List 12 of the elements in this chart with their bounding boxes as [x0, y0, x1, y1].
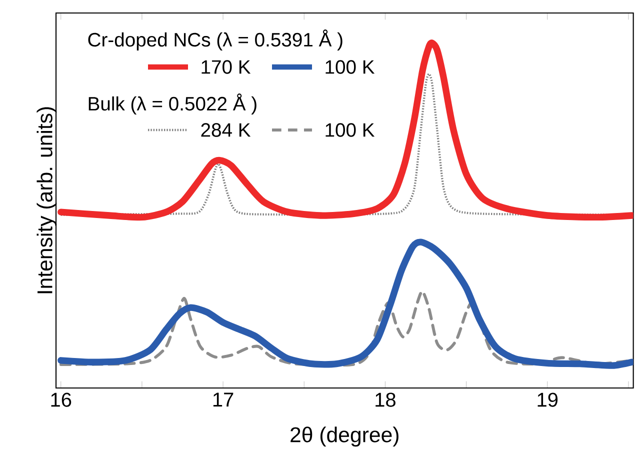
- annotation: Cr-doped NCs (λ = 0.5391 Å ): [88, 30, 342, 50]
- x-tick-label: 16: [51, 392, 72, 407]
- y-axis-title: Intensity (arb. units): [36, 107, 57, 294]
- annotation: Bulk (λ = 0.5022 Å ): [88, 94, 256, 114]
- legend-label: 170 K: [202, 60, 251, 74]
- legend-label: 284 K: [201, 123, 251, 137]
- legend-label: 100 K: [326, 123, 375, 137]
- x-axis-title: 2θ (degree): [290, 426, 398, 447]
- x-tick-label: 18: [376, 392, 396, 407]
- legend-label: 100 K: [326, 60, 375, 74]
- x-tick-label: 19: [538, 392, 558, 407]
- x-tick-label: 17: [213, 392, 234, 406]
